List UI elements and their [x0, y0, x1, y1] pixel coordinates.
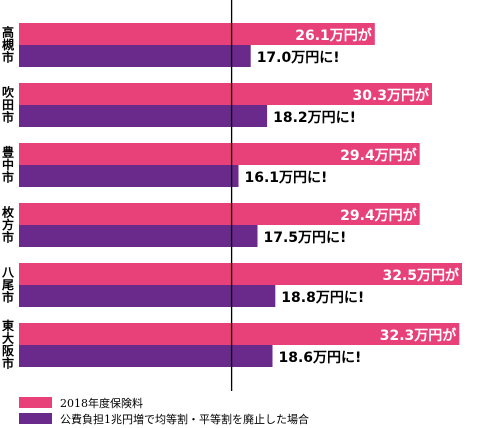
category-label-higashiosaka: 東大阪市: [2, 318, 15, 371]
data-label-hirakata-series-1: 17.5万円に!: [264, 230, 347, 246]
data-label-toyonaka-series-1: 16.1万円に!: [245, 170, 328, 186]
legend-label-abolished: 公費負担1兆円増で均等割・平等割を廃止した場合: [60, 412, 309, 426]
bar-yao-series-1: [19, 285, 276, 307]
bar-yao-series-0: [19, 263, 462, 285]
bar-suita-series-0: [19, 83, 432, 105]
data-label-higashiosaka-series-0: 32.3万円が: [380, 327, 458, 344]
data-label-takatsuki-series-1: 17.0万円に!: [257, 50, 340, 66]
category-label-hirakata: 枚方市: [2, 204, 15, 244]
bar-takatsuki-series-0: [19, 23, 375, 45]
data-label-suita-series-1: 18.2万円に!: [273, 110, 356, 126]
data-label-takatsuki-series-0: 26.1万円が: [295, 27, 373, 44]
data-label-higashiosaka-series-1: 18.6万円に!: [279, 350, 362, 366]
bar-higashiosaka-series-0: [19, 323, 460, 345]
category-label-takatsuki: 高槻市: [2, 24, 14, 64]
data-label-yao-series-0: 32.5万円が: [382, 267, 460, 284]
category-label-yao: 八尾市: [1, 265, 15, 304]
bar-hirakata-series-0: [19, 203, 420, 225]
legend-swatch-2018-premium: [19, 397, 52, 408]
data-label-yao-series-1: 18.8万円に!: [281, 290, 364, 306]
bars-layer: 高槻市 26.1万円が 17.0万円に! 吹田市 30.3万円が 18.2万円に! 豊中市 2…: [1, 23, 462, 371]
category-label-toyonaka: 豊中市: [2, 144, 14, 184]
bar-toyonaka-series-0: [19, 143, 420, 165]
legend-swatch-abolished: [19, 413, 52, 424]
bar-suita-series-1: [19, 105, 268, 127]
category-label-suita: 吹田市: [2, 84, 15, 124]
legend-label-2018-premium: 2018年度保険料: [60, 396, 143, 410]
data-label-hirakata-series-0: 29.4万円が: [340, 207, 418, 224]
bar-higashiosaka-series-1: [19, 345, 273, 367]
legend: 2018年度保険料 公費負担1兆円増で均等割・平等割を廃止した場合: [19, 396, 309, 426]
bar-hirakata-series-1: [19, 225, 258, 247]
data-label-suita-series-0: 30.3万円が: [352, 87, 430, 104]
data-label-toyonaka-series-0: 29.4万円が: [340, 147, 418, 164]
bar-toyonaka-series-1: [19, 165, 239, 187]
bar-takatsuki-series-1: [19, 45, 251, 67]
